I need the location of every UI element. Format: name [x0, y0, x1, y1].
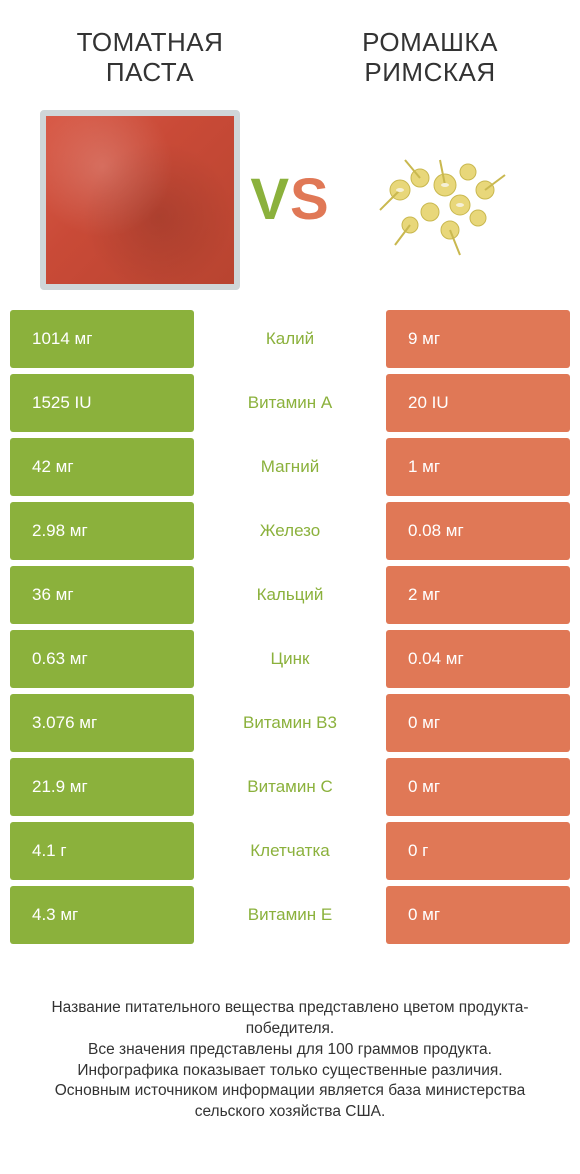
footnote-line: Основным источником информации является …: [28, 1081, 552, 1123]
right-value-cell: 2 мг: [386, 566, 570, 624]
table-row: 36 мгКальций2 мг: [10, 566, 570, 624]
left-value-cell: 1525 IU: [10, 374, 194, 432]
header: ТОМАТНАЯ ПАСТА РОМАШКА РИМСКАЯ: [0, 0, 580, 100]
nutrient-label: Витамин A: [194, 374, 386, 432]
table-row: 1525 IUВитамин A20 IU: [10, 374, 570, 432]
right-product-image: [340, 110, 540, 290]
table-row: 0.63 мгЦинк0.04 мг: [10, 630, 570, 688]
table-row: 4.3 мгВитамин E0 мг: [10, 886, 570, 944]
right-product-title: РОМАШКА РИМСКАЯ: [320, 28, 540, 88]
right-value-cell: 0 г: [386, 822, 570, 880]
left-value-cell: 0.63 мг: [10, 630, 194, 688]
left-product-image: [40, 110, 240, 290]
nutrient-label: Витамин B3: [194, 694, 386, 752]
right-value-cell: 9 мг: [386, 310, 570, 368]
table-row: 3.076 мгВитамин B30 мг: [10, 694, 570, 752]
footnote: Название питательного вещества представл…: [0, 950, 580, 1124]
left-value-cell: 4.3 мг: [10, 886, 194, 944]
right-value-cell: 20 IU: [386, 374, 570, 432]
vs-label: VS: [250, 166, 329, 233]
table-row: 1014 мгКалий9 мг: [10, 310, 570, 368]
comparison-table: 1014 мгКалий9 мг 1525 IUВитамин A20 IU 42 …: [0, 310, 580, 944]
nutrient-label: Витамин E: [194, 886, 386, 944]
table-row: 42 мгМагний1 мг: [10, 438, 570, 496]
table-row: 4.1 гКлетчатка0 г: [10, 822, 570, 880]
left-product-title: ТОМАТНАЯ ПАСТА: [40, 28, 260, 88]
footnote-line: Все значения представлены для 100 граммо…: [28, 1040, 552, 1061]
right-value-cell: 0 мг: [386, 758, 570, 816]
left-value-cell: 3.076 мг: [10, 694, 194, 752]
nutrient-label: Магний: [194, 438, 386, 496]
left-value-cell: 42 мг: [10, 438, 194, 496]
right-value-cell: 1 мг: [386, 438, 570, 496]
vs-v: V: [250, 167, 290, 232]
vs-s: S: [290, 167, 330, 232]
right-value-cell: 0 мг: [386, 694, 570, 752]
right-value-cell: 0.08 мг: [386, 502, 570, 560]
table-row: 21.9 мгВитамин C0 мг: [10, 758, 570, 816]
left-value-cell: 36 мг: [10, 566, 194, 624]
nutrient-label: Кальций: [194, 566, 386, 624]
nutrient-label: Витамин C: [194, 758, 386, 816]
right-value-cell: 0 мг: [386, 886, 570, 944]
nutrient-label: Клетчатка: [194, 822, 386, 880]
nutrient-label: Цинк: [194, 630, 386, 688]
nutrient-label: Калий: [194, 310, 386, 368]
left-value-cell: 2.98 мг: [10, 502, 194, 560]
left-value-cell: 21.9 мг: [10, 758, 194, 816]
left-value-cell: 1014 мг: [10, 310, 194, 368]
images-row: VS: [0, 100, 580, 310]
table-row: 2.98 мгЖелезо0.08 мг: [10, 502, 570, 560]
left-value-cell: 4.1 г: [10, 822, 194, 880]
right-value-cell: 0.04 мг: [386, 630, 570, 688]
nutrient-label: Железо: [194, 502, 386, 560]
footnote-line: Название питательного вещества представл…: [28, 998, 552, 1040]
footnote-line: Инфографика показывает только существенн…: [28, 1061, 552, 1082]
